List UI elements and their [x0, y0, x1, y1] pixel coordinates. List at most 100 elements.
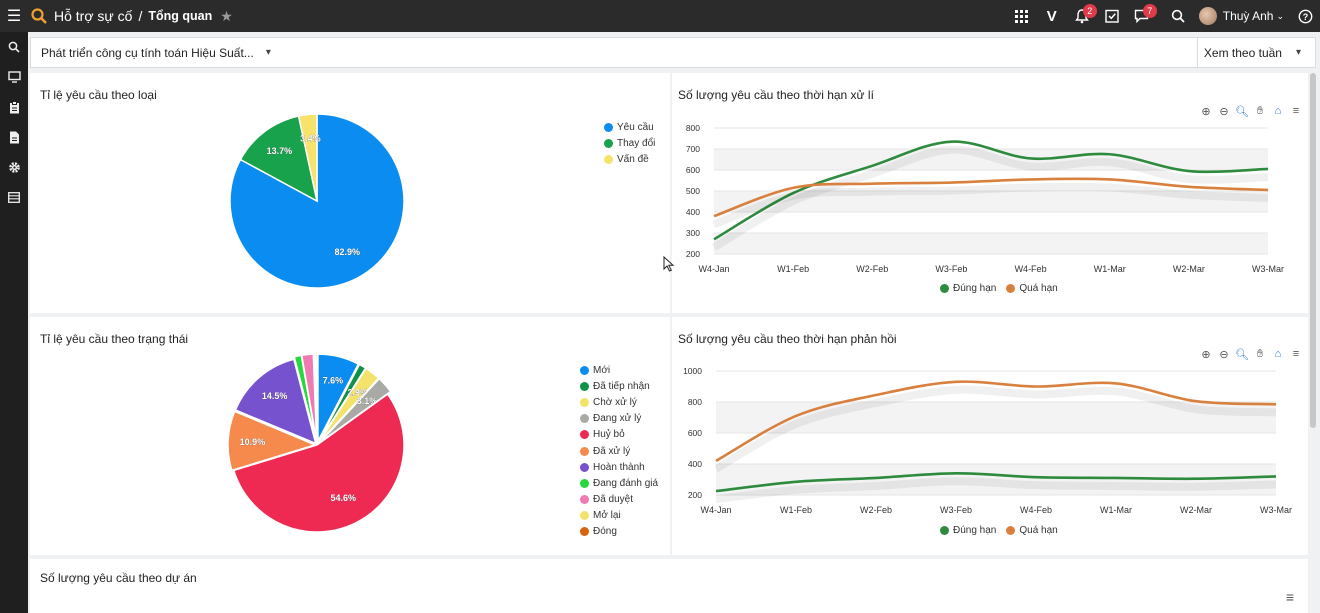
legend-marker	[580, 462, 589, 472]
legend-item-thay-doi[interactable]: Thay đổi	[604, 135, 655, 151]
search-icon	[31, 8, 47, 24]
y-tick-label: 700	[686, 144, 700, 154]
zoom-out-icon[interactable]: ⊖	[1219, 106, 1229, 118]
pan-hand-icon[interactable]: ✋︎	[1256, 105, 1264, 117]
messages-badge: 7	[1142, 4, 1157, 18]
help-icon[interactable]: ?	[1290, 0, 1320, 32]
y-tick-label: 800	[686, 123, 700, 133]
y-tick-label: 200	[688, 490, 702, 500]
checklist-icon[interactable]	[1097, 0, 1127, 32]
scrollbar[interactable]	[1310, 73, 1316, 428]
document-icon[interactable]	[0, 122, 28, 152]
hamburger-icon[interactable]: ☰	[6, 8, 22, 25]
pie-slice-cho-xu-ly[interactable]	[318, 367, 380, 443]
legend-marker	[580, 495, 589, 505]
legend-item-qua-han[interactable]: Quá hạn	[1006, 525, 1058, 536]
chevron-down-icon[interactable]: ▾	[265, 47, 271, 58]
svg-text:?: ?	[1302, 12, 1308, 22]
pie-slice-hoan-thanh[interactable]	[234, 358, 317, 445]
clipboard-icon[interactable]	[0, 92, 28, 122]
user-menu[interactable]: Thuỳ Anh ⌄	[1198, 7, 1284, 25]
table-icon[interactable]	[0, 182, 28, 212]
grid-band	[716, 402, 1276, 433]
legend-item-da-duyet[interactable]: Đã duyệt	[580, 492, 658, 508]
legend-item-cho-xu-ly[interactable]: Chờ xử lý	[580, 394, 658, 410]
home-icon[interactable]: ⌂	[1274, 105, 1282, 117]
legend-item-dang-xu-ly[interactable]: Đang xử lý	[580, 411, 658, 427]
bell-icon[interactable]: 2	[1067, 0, 1097, 32]
panel-title: Số lượng yêu cầu theo thời hạn xử lí	[678, 88, 874, 102]
pan-hand-icon[interactable]: ✋︎	[1256, 348, 1264, 360]
legend-item-hoan-thanh[interactable]: Hoàn thành	[580, 459, 658, 475]
legend-label: Đúng hạn	[953, 525, 997, 536]
legend-item-moi[interactable]: Mới	[580, 362, 658, 378]
chevron-down-icon: ⌄	[1276, 10, 1284, 21]
legend-item-da-xu-ly[interactable]: Đã xử lý	[580, 443, 658, 459]
menu-icon[interactable]: ≡	[1292, 348, 1300, 360]
legend-label: Đúng hạn	[953, 283, 997, 294]
legend-item-qua-han[interactable]: Quá hạn	[1006, 283, 1058, 294]
legend-label: Thay đổi	[617, 137, 656, 149]
y-tick-label: 400	[686, 207, 700, 217]
pie-slice-thay-doi[interactable]	[239, 115, 319, 203]
legend-marker	[940, 526, 949, 535]
legend-label: Đang xử lý	[593, 413, 642, 425]
breadcrumb-app[interactable]: Hỗ trợ sự cố	[54, 8, 133, 24]
y-tick-label: 200	[686, 249, 700, 259]
apps-grid-icon[interactable]	[1007, 0, 1037, 32]
menu-icon[interactable]: ≡	[1285, 589, 1294, 605]
pie-slice-van-de[interactable]	[297, 113, 318, 202]
v-logo-icon[interactable]: V	[1046, 7, 1057, 25]
series-line-qua-han[interactable]	[715, 380, 1277, 463]
legend-marker	[580, 527, 589, 537]
legend-item-dang-danh-gia[interactable]: Đang đánh giá	[580, 475, 658, 491]
y-tick-label: 1000	[683, 366, 702, 376]
series-line-dung-han[interactable]	[715, 471, 1277, 493]
left-rail	[0, 32, 28, 613]
pie-data-label: 14.5%	[262, 391, 288, 401]
legend-item-da-tiep-nhan[interactable]: Đã tiếp nhận	[580, 378, 658, 394]
pie-slice-da-xu-ly[interactable]	[227, 410, 318, 472]
deadline-legend: Đúng hạn Quá hạn	[940, 283, 1058, 294]
legend-item-yeu-cau[interactable]: Yêu cầu	[604, 119, 655, 135]
status-ratio-panel: Tỉ lệ yêu cầu theo trạng thái 7.6% 2.9% 3.…	[30, 317, 670, 555]
x-tick-label: W3-Feb	[940, 505, 972, 515]
legend-item-mo-lai[interactable]: Mở lại	[580, 508, 658, 524]
gear-icon[interactable]	[0, 152, 28, 182]
mouse-cursor-icon	[663, 256, 675, 272]
star-icon[interactable]: ★	[220, 7, 233, 24]
legend-item-dong[interactable]: Đóng	[580, 524, 658, 540]
grid-band	[714, 149, 1268, 170]
zoom-in-icon[interactable]: ⊕	[1201, 349, 1211, 361]
zoom-out-icon[interactable]: ⊖	[1219, 349, 1229, 361]
series-line-dung-han[interactable]	[713, 140, 1269, 241]
series-line-qua-han[interactable]	[713, 177, 1269, 218]
legend-item-dung-han[interactable]: Đúng hạn	[940, 283, 996, 294]
pie-slice-moi[interactable]	[317, 353, 360, 442]
menu-icon[interactable]: ≡	[1292, 105, 1300, 117]
magnifier-icon[interactable]: 🔍︎	[1235, 349, 1249, 361]
response-legend: Đúng hạn Quá hạn	[940, 525, 1058, 536]
project-select[interactable]: Phát triển công cụ tính toán Hiệu Suất..…	[41, 45, 254, 60]
search-icon[interactable]	[1163, 0, 1193, 32]
legend-item-huy-bo[interactable]: Huỷ bỏ	[580, 427, 658, 443]
zoom-in-icon[interactable]: ⊕	[1201, 106, 1211, 118]
pie-slice-dong[interactable]	[314, 353, 318, 442]
search-icon[interactable]	[0, 32, 28, 62]
magnifier-icon[interactable]: 🔍︎	[1235, 106, 1249, 118]
legend-item-van-de[interactable]: Vấn đề	[604, 151, 655, 167]
view-mode-label: Xem theo tuần	[1203, 45, 1282, 60]
legend-item-dung-han[interactable]: Đúng hạn	[940, 525, 996, 536]
chat-icon[interactable]: 7	[1127, 0, 1157, 32]
view-mode-select[interactable]: Xem theo tuần ▾	[1196, 38, 1315, 67]
legend-label: Đóng	[593, 526, 617, 538]
home-icon[interactable]: ⌂	[1274, 348, 1282, 360]
monitor-icon[interactable]	[0, 62, 28, 92]
breadcrumb-separator: /	[138, 8, 143, 24]
pie-slice-dang-xu-ly[interactable]	[319, 377, 392, 443]
series-shadow	[715, 477, 1277, 504]
pie-slice-huy-bo[interactable]	[232, 393, 405, 533]
legend-marker	[580, 511, 589, 521]
pie-data-label: 10.9%	[240, 437, 266, 447]
filter-bar: Phát triển công cụ tính toán Hiệu Suất..…	[30, 37, 1316, 68]
